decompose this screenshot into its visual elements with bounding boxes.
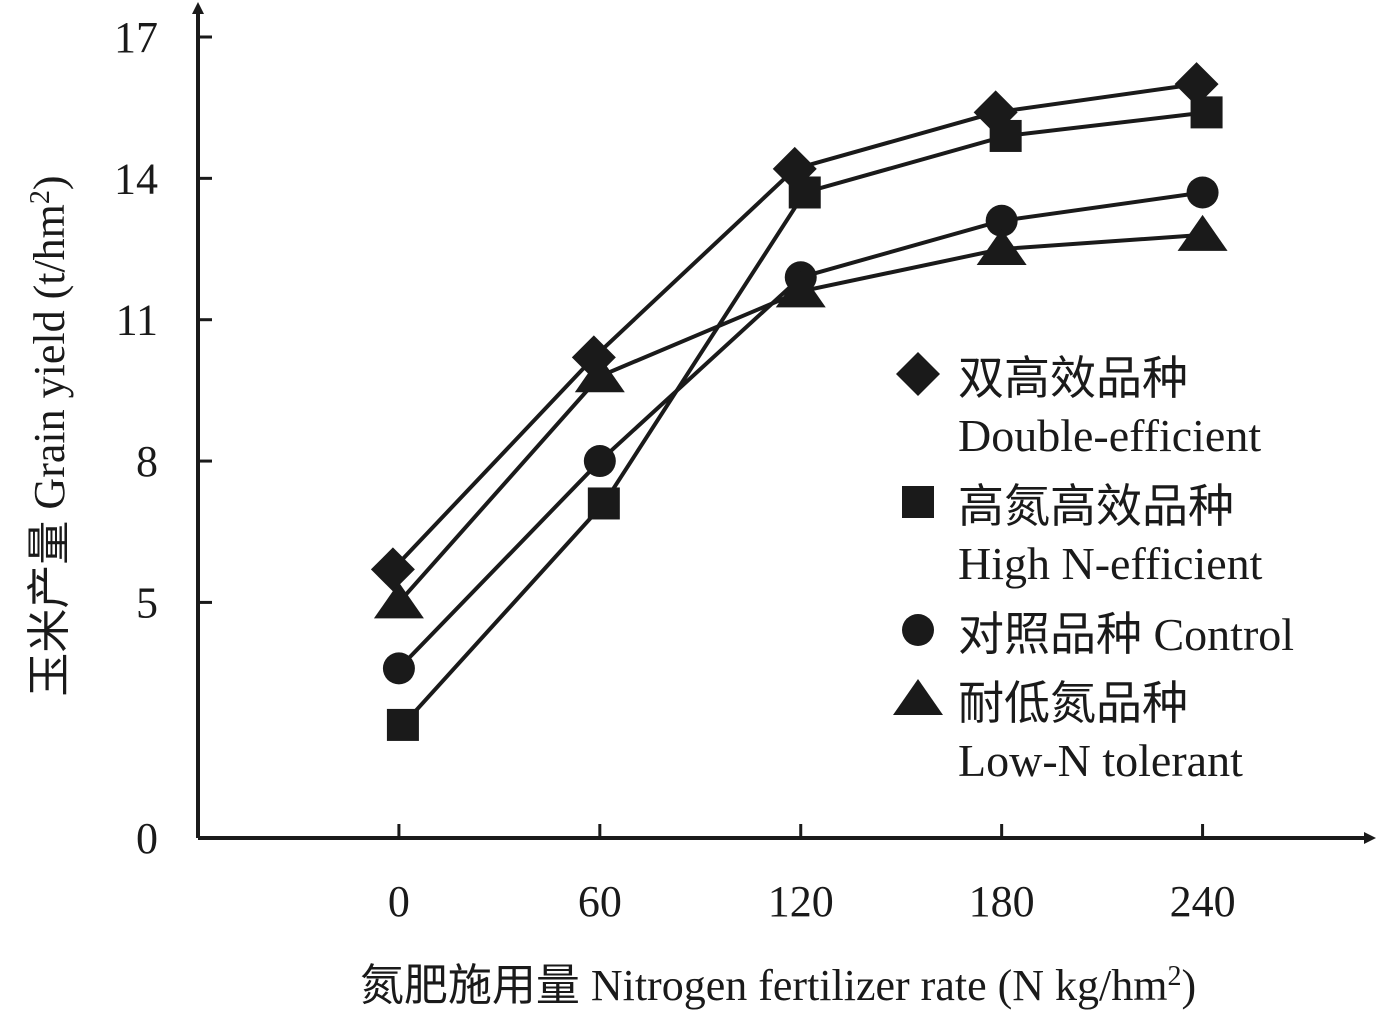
data-point-square: [989, 119, 1022, 152]
data-point-triangle: [775, 271, 826, 308]
legend-label-diamond: 双高效品种: [958, 353, 1188, 404]
data-point-square: [587, 487, 620, 520]
x-tick-label: 180: [969, 877, 1035, 926]
axes: 0 5 8 11 14 17 0 60 120 180 240: [114, 2, 1376, 926]
data-point-triangle: [976, 229, 1027, 266]
y-tick-label: 11: [116, 296, 158, 345]
legend-marker-triangle: [893, 679, 943, 715]
x-tick-label: 120: [768, 877, 834, 926]
data-point-circle: [583, 445, 616, 478]
data-point-circle: [985, 204, 1018, 237]
x-tick-label: 60: [578, 877, 622, 926]
y-tick-label: 0: [136, 814, 158, 863]
data-point-square: [386, 708, 419, 741]
legend-label-en-triangle: Low-N tolerant: [958, 735, 1243, 786]
legend-marker-square: [902, 486, 934, 518]
x-tick-label: 240: [1170, 877, 1236, 926]
data-point-triangle: [373, 582, 424, 619]
legend-label-circle: 对照品种 Control: [958, 609, 1294, 660]
legend-marker-circle: [902, 614, 934, 646]
data-point-diamond: [370, 547, 415, 592]
y-tick-label: 17: [114, 13, 158, 62]
series-markers: [370, 62, 1228, 741]
data-point-triangle: [1177, 214, 1228, 251]
y-tick-label: 8: [136, 437, 158, 486]
y-tick-label: 14: [114, 154, 158, 203]
data-point-square: [788, 176, 821, 209]
legend-label-triangle: 耐低氮品种: [958, 678, 1188, 729]
legend-marker-diamond: [896, 352, 940, 396]
data-point-square: [1190, 96, 1223, 129]
x-axis-title: 氮肥施用量 Nitrogen fertilizer rate (N kg/hm2…: [360, 961, 1196, 1011]
x-tick-label: 0: [388, 877, 410, 926]
legend: 双高效品种 Double-efficient 高氮高效品种 High N-effici…: [893, 352, 1294, 786]
data-point-diamond: [1174, 62, 1219, 107]
y-axis-title: 玉米产量 Grain yield (t/hm2): [25, 175, 75, 696]
data-point-triangle: [574, 356, 625, 393]
legend-label-square: 高氮高效品种: [958, 481, 1234, 532]
legend-label-en-square: High N-efficient: [958, 538, 1263, 589]
data-point-circle: [1186, 176, 1219, 209]
data-point-circle: [382, 652, 415, 685]
legend-label-en-diamond: Double-efficient: [958, 410, 1261, 461]
y-tick-label: 5: [136, 578, 158, 627]
